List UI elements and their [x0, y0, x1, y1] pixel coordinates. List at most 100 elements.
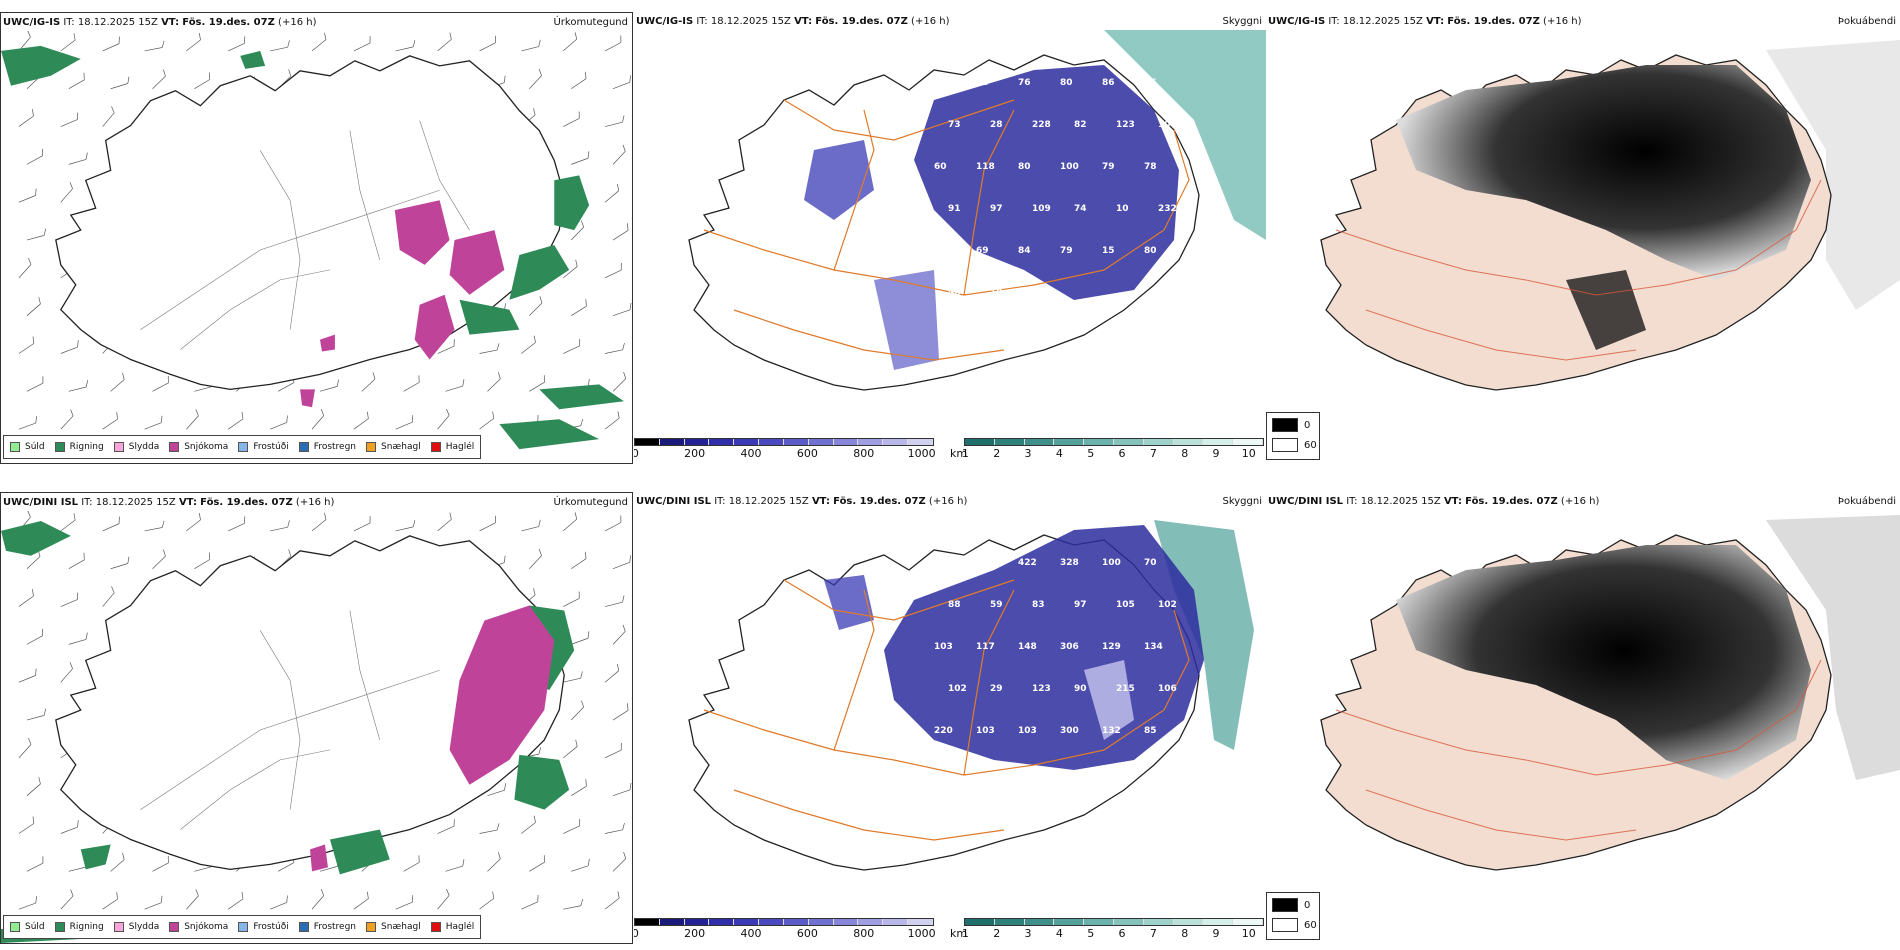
- wind-barb: [228, 418, 244, 430]
- wind-barb-flag: [622, 624, 626, 632]
- it-label: IT:: [1346, 496, 1358, 507]
- wind-barb-flag: [43, 708, 47, 716]
- wind-barb: [604, 522, 622, 532]
- wind-barb-flag: [587, 631, 590, 639]
- vt-value: Fös. 19.des. 07Z: [1465, 496, 1558, 507]
- wind-barb: [26, 556, 41, 569]
- wind-barb-flag: [122, 372, 125, 380]
- wind-barb: [18, 744, 32, 759]
- wind-barb: [479, 42, 496, 52]
- wind-barb: [604, 670, 620, 683]
- panel-title: UWC/DINI ISL IT: 18.12.2025 15Z VT: Fös.…: [636, 495, 1262, 509]
- fog-legend-label: 0: [1304, 899, 1311, 911]
- wind-barb-flag: [581, 220, 584, 228]
- wind-barb-flag: [503, 75, 506, 83]
- wind-barb: [612, 561, 630, 570]
- cloud-height-label: 48: [948, 288, 961, 298]
- wind-barb-flag: [587, 378, 590, 386]
- legend-label: Snæhagl: [381, 442, 421, 452]
- wind-barb-flag: [241, 891, 244, 899]
- wind-barb-flag: [38, 297, 41, 305]
- wind-barb-flag: [127, 556, 130, 564]
- wind-barb: [60, 599, 78, 607]
- wind-barb: [570, 706, 584, 721]
- panel-title: UWC/DINI ISL IT: 18.12.2025 15Z VT: Fös.…: [3, 496, 628, 510]
- colorbar-tick-label: 7: [1149, 927, 1157, 940]
- colorbar-tick-label: 0: [634, 927, 639, 940]
- colorbar-step: [808, 439, 834, 445]
- colorbar-step: [1084, 439, 1114, 445]
- wind-barb-flag: [580, 418, 584, 426]
- cloud-ceiling-area: [914, 65, 1179, 300]
- wind-barb-flag: [574, 512, 578, 520]
- wind-barb-flag: [161, 520, 165, 528]
- cloud-height-label: 100: [1158, 120, 1177, 130]
- wind-barb: [102, 112, 115, 127]
- wind-barb-flag: [580, 898, 584, 906]
- wind-barb-flag: [35, 416, 37, 424]
- iceland-outline: [55, 55, 565, 390]
- colorbar-tick-label: 8: [1181, 927, 1189, 940]
- cloud-height-label: 328: [1060, 558, 1079, 568]
- wind-barb-flag: [198, 512, 201, 520]
- colorbar-step: [965, 919, 995, 925]
- colorbar-step: [908, 919, 933, 925]
- wind-barb-flag: [28, 257, 32, 265]
- wind-barb-flag: [116, 892, 118, 900]
- colorbar-tick-label: 4: [1055, 927, 1063, 940]
- colorbar-step: [783, 439, 809, 445]
- wind-barb: [186, 39, 201, 52]
- wind-barb: [612, 378, 626, 392]
- colorbar-tick-label: 5: [1087, 927, 1095, 940]
- wind-barb: [605, 121, 623, 127]
- rain-patches: [1, 45, 625, 450]
- height-colorbar-row1: m02004006008001000: [634, 438, 936, 464]
- colorbar-ticks: 0 200 400 600 800 1000: [634, 447, 936, 461]
- wind-barb-flag: [287, 520, 290, 528]
- legend-swatch: [169, 442, 180, 452]
- wind-barb: [186, 415, 199, 430]
- colorbar-tick-label: 1: [961, 927, 969, 940]
- lead-time: (+16 h): [911, 16, 950, 27]
- legend-label: Snjókoma: [184, 442, 229, 452]
- colorbar-tick-label: 7: [1149, 447, 1157, 460]
- vt-value: Fös. 19.des. 07Z: [815, 16, 908, 27]
- colorbar-step: [965, 439, 995, 445]
- wind-barb: [612, 309, 631, 317]
- wind-barb: [319, 866, 338, 872]
- wind-barb: [68, 559, 85, 570]
- wind-barb: [18, 675, 36, 683]
- panel-right-title: Úrkomutegund: [553, 17, 628, 28]
- legend-label: Haglél: [445, 922, 475, 932]
- vt-label: VT:: [811, 496, 830, 507]
- model-name: UWC/DINI ISL: [1268, 496, 1344, 507]
- colorbar-tick-label: 10: [1241, 927, 1256, 940]
- legend-label: Snjókoma: [184, 922, 229, 932]
- panel-title: UWC/IG-IS IT: 18.12.2025 15Z VT: Fös. 19…: [636, 15, 1262, 29]
- wind-barb: [152, 382, 169, 392]
- wind-barb: [60, 415, 74, 430]
- cloud-map: 935 120 422 328 100 70 88 59 83 97 105 102 103 117 148…: [634, 510, 1266, 916]
- wind-barb: [194, 559, 210, 570]
- wind-barb-flag: [617, 411, 620, 419]
- colorbar-tick-label: 200: [684, 447, 706, 460]
- fog-dark-south: [1566, 270, 1646, 350]
- legend-item: Snæhagl: [366, 922, 421, 932]
- wind-barb: [144, 422, 162, 430]
- wind-barb: [311, 39, 327, 52]
- wind-barb: [562, 746, 578, 759]
- offshore-haze: [1766, 515, 1900, 780]
- cloud-height-label: 97: [1074, 600, 1087, 610]
- wind-barb-flag: [538, 747, 542, 755]
- road-network: [1335, 179, 1822, 361]
- wind-barb-flag: [492, 411, 495, 419]
- wind-barb-flag: [43, 228, 47, 236]
- wind-barb: [529, 861, 545, 872]
- colorbar-tick-label: 600: [796, 447, 818, 460]
- wind-barb: [479, 522, 496, 532]
- wind-barb: [18, 902, 36, 910]
- wind-barb: [194, 386, 212, 392]
- fog-map: [1266, 30, 1900, 464]
- legend-item: Snjókoma: [169, 442, 228, 452]
- panel-title: UWC/DINI ISL IT: 18.12.2025 15Z VT: Fös.…: [1268, 495, 1896, 509]
